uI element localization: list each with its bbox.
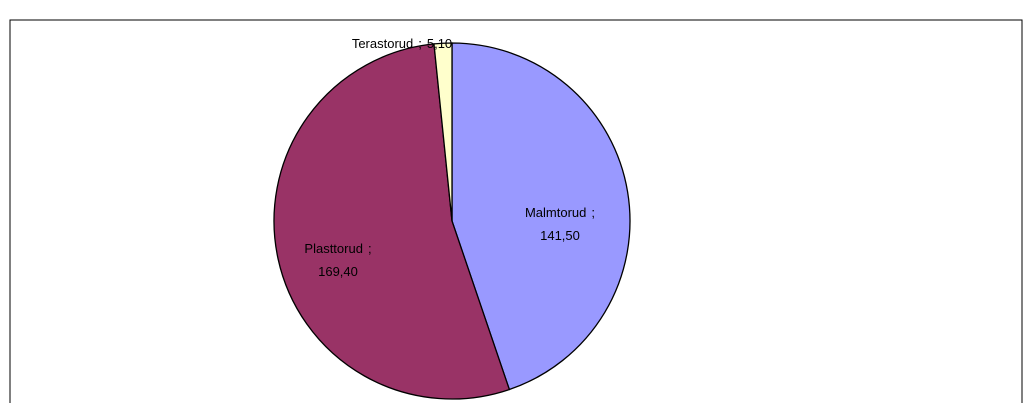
label-separator: ; (418, 36, 422, 51)
label-separator: ; (591, 205, 595, 220)
label-value: 141,50 (540, 228, 580, 243)
label-separator: ; (368, 241, 372, 256)
pie-slice (433, 42, 453, 222)
data-label: Malmtorud; 141,50 (525, 205, 595, 243)
chart-frame (9, 19, 1023, 403)
label-value: 169,40 (318, 264, 358, 279)
data-label: Plasttorud; 169,40 (304, 241, 371, 279)
pie-slice (451, 42, 631, 391)
label-value: 5,10 (427, 36, 452, 51)
label-category: Malmtorud (525, 205, 586, 220)
label-category: Terastorud (352, 36, 413, 51)
pie-slice (273, 43, 511, 400)
data-label: Terastorud; 5,10 (352, 36, 452, 51)
label-category: Plasttorud (304, 241, 363, 256)
